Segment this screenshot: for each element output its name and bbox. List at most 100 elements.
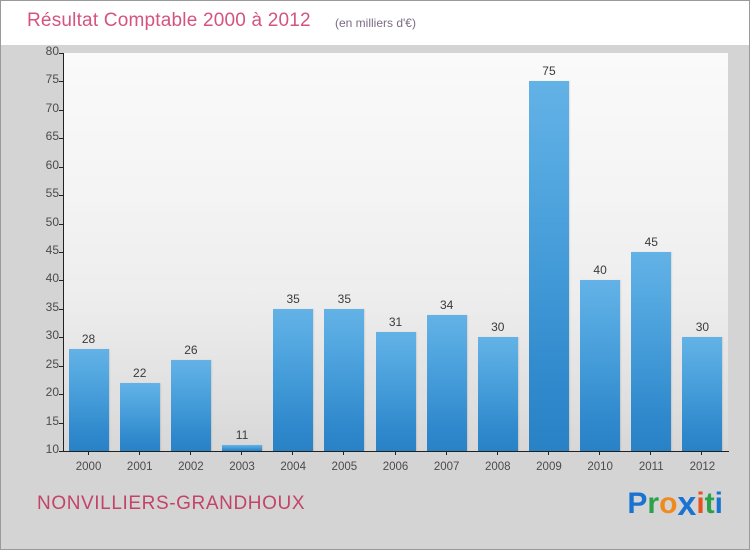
y-axis-tick-mark xyxy=(59,138,64,140)
bar[interactable] xyxy=(273,308,314,451)
y-axis-tick-mark xyxy=(59,422,64,424)
bar-value-label: 22 xyxy=(133,365,147,380)
bar-column[interactable]: 30 2008 xyxy=(474,53,522,473)
y-axis-tick-label: 25 xyxy=(45,356,59,371)
logo-letter: r xyxy=(647,487,660,520)
page-title-main: Résultat Comptable xyxy=(27,10,198,31)
logo-letter: i xyxy=(714,487,723,520)
bar-column[interactable]: 22 2001 xyxy=(116,53,164,473)
bar[interactable] xyxy=(170,360,211,451)
bar-column[interactable]: 35 2005 xyxy=(320,53,368,473)
bar-value-label: 28 xyxy=(81,331,96,346)
proxiti-logo[interactable]: Proxiti xyxy=(627,483,723,523)
bar[interactable] xyxy=(631,252,672,451)
logo-letter: x xyxy=(677,485,697,523)
x-axis-tick-label: 2012 xyxy=(689,461,716,473)
page-title: Résultat Comptable 2000 à 2012 xyxy=(27,10,311,32)
chart-plot-wrapper: 10 15 20 25 30 35 40 45 50 55 60 65 70 75 80 28 2000 22 2… xyxy=(1,44,749,475)
x-axis-tick-mark xyxy=(241,451,243,455)
x-axis-tick-label: 2008 xyxy=(485,461,511,473)
y-axis-tick-mark xyxy=(59,394,64,396)
bar-value-label: 30 xyxy=(491,320,505,335)
x-axis-tick-mark xyxy=(445,451,447,455)
bar-value-label: 34 xyxy=(439,297,454,312)
y-axis-tick-label: 20 xyxy=(45,385,59,400)
bar[interactable] xyxy=(324,308,365,451)
x-axis-tick-label: 2011 xyxy=(638,461,664,473)
bar-value-label: 26 xyxy=(184,343,198,358)
bar-column[interactable]: 75 2009 xyxy=(525,53,573,473)
bar-value-label: 35 xyxy=(286,291,300,306)
x-axis-tick-mark xyxy=(496,451,498,455)
y-axis-tick-label: 45 xyxy=(45,243,59,257)
bar-value-label: 31 xyxy=(388,314,403,329)
bar[interactable] xyxy=(477,337,518,451)
logo-letter: t xyxy=(704,487,715,520)
y-axis-tick-mark xyxy=(59,280,64,282)
y-axis-tick-label: 80 xyxy=(45,44,59,58)
bar[interactable] xyxy=(682,337,723,451)
bar[interactable] xyxy=(426,314,467,451)
x-axis-tick-mark xyxy=(650,451,652,455)
bar-value-label: 75 xyxy=(542,64,556,79)
x-axis-tick-mark xyxy=(394,451,396,455)
x-axis-tick-mark xyxy=(87,451,89,455)
y-axis-tick-label: 15 xyxy=(45,413,59,428)
bar[interactable] xyxy=(222,445,263,451)
y-axis-tick-mark xyxy=(59,109,64,111)
bar-column[interactable]: 31 2006 xyxy=(372,53,420,473)
x-axis-tick-mark xyxy=(343,451,345,455)
y-axis-tick-mark xyxy=(59,81,64,83)
x-axis-tick-mark xyxy=(292,451,294,455)
y-axis-tick-mark xyxy=(59,166,64,168)
x-axis-tick-label: 2001 xyxy=(126,461,153,473)
bar[interactable] xyxy=(375,331,416,451)
chart-header: Résultat Comptable 2000 à 2012 (en milli… xyxy=(1,1,749,45)
bar-column[interactable]: 34 2007 xyxy=(423,53,471,473)
bar[interactable] xyxy=(119,382,160,451)
bar[interactable] xyxy=(528,81,569,451)
y-axis-tick-mark xyxy=(59,337,64,339)
x-axis-tick-label: 2003 xyxy=(229,461,255,473)
bar-column[interactable]: 30 2012 xyxy=(678,53,726,473)
x-axis-tick-label: 2002 xyxy=(178,461,204,473)
y-axis-tick-label: 50 xyxy=(45,214,59,229)
y-axis-tick-mark xyxy=(59,195,64,197)
x-axis-tick-label: 2009 xyxy=(536,461,562,473)
bar[interactable] xyxy=(68,348,109,451)
place-name-label: NONVILLIERS-GRANDHOUX xyxy=(37,493,306,514)
y-axis-tick-label: 35 xyxy=(45,299,59,314)
logo-letter: i xyxy=(696,487,705,520)
y-axis-tick-mark xyxy=(59,252,64,253)
y-axis-tick-label: 75 xyxy=(45,72,59,87)
y-axis-tick-label: 65 xyxy=(45,129,59,144)
bar-column[interactable]: 35 2004 xyxy=(269,53,317,473)
x-axis-tick-mark xyxy=(599,451,601,455)
y-axis-tick-label: 30 xyxy=(45,328,59,343)
y-axis-tick-mark xyxy=(59,223,64,225)
logo-letter: o xyxy=(659,487,678,520)
bar-value-label: 11 xyxy=(235,428,249,443)
x-axis-tick-label: 2007 xyxy=(433,461,460,473)
bar-column[interactable]: 28 2000 xyxy=(65,53,113,473)
chart-footer: NONVILLIERS-GRANDHOUX Proxiti xyxy=(1,475,749,549)
y-axis-tick-label: 55 xyxy=(45,186,59,201)
x-axis-tick-label: 2004 xyxy=(280,461,306,473)
bar-value-label: 35 xyxy=(337,291,352,306)
bar-column[interactable]: 40 2010 xyxy=(576,53,624,473)
bar-column[interactable]: 11 2003 xyxy=(218,53,266,473)
bar-column[interactable]: 45 2011 xyxy=(627,53,675,473)
x-axis-tick-mark xyxy=(701,451,703,455)
bar[interactable] xyxy=(580,280,621,451)
y-axis-tick-mark xyxy=(59,53,64,54)
page-title-range: 2000 à 2012 xyxy=(202,10,311,31)
x-axis-tick-label: 2005 xyxy=(331,461,358,473)
x-axis-tick-label: 2010 xyxy=(587,461,613,473)
y-axis-tick-label: 60 xyxy=(45,157,59,172)
y-axis-tick-mark xyxy=(59,365,64,367)
x-axis-line xyxy=(63,451,729,452)
y-axis-tick-mark xyxy=(59,451,64,452)
bar-column[interactable]: 26 2002 xyxy=(167,53,215,473)
chart-units-subtitle: (en milliers d'€) xyxy=(335,16,416,30)
